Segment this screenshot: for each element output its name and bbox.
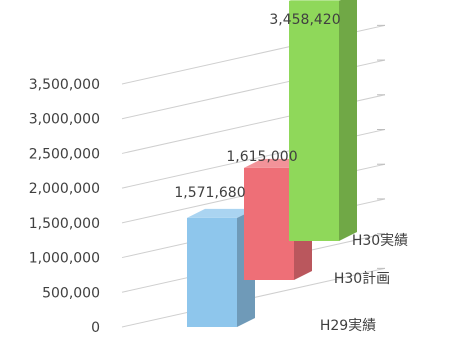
data-label: 3,458,420 — [269, 12, 340, 28]
y-tick-label: 2,000,000 — [29, 181, 100, 197]
data-labels: 1,571,680 1,615,000 3,458,420 — [174, 12, 340, 201]
y-tick-label: 3,000,000 — [29, 112, 100, 128]
y-tick-label: 1,000,000 — [29, 251, 100, 267]
category-label: H30実績 — [352, 233, 408, 249]
bars — [187, 0, 357, 327]
bar-side-face — [339, 0, 357, 241]
category-label: H30計画 — [334, 271, 390, 287]
y-axis-ticks: 0 500,000 1,000,000 1,500,000 2,000,000 2,500… — [29, 77, 100, 336]
gridlines — [121, 24, 386, 328]
bar-top-face — [289, 0, 341, 1]
bar-front-face — [289, 0, 339, 241]
y-tick-label: 0 — [91, 320, 100, 336]
y-tick-label: 2,500,000 — [29, 146, 100, 162]
y-tick-label: 500,000 — [42, 285, 100, 301]
data-label: 1,571,680 — [174, 185, 245, 201]
bar-front-face — [244, 167, 294, 280]
data-label: 1,615,000 — [226, 149, 297, 165]
y-tick-label: 1,500,000 — [29, 216, 100, 232]
bar-3 — [289, 0, 357, 241]
bar-front-face — [187, 217, 237, 327]
category-labels: H29実績 H30計画 H30実績 — [320, 233, 408, 334]
y-tick-label: 3,500,000 — [29, 77, 100, 93]
bar-top-face — [187, 208, 255, 218]
category-label: H29実績 — [320, 318, 376, 334]
